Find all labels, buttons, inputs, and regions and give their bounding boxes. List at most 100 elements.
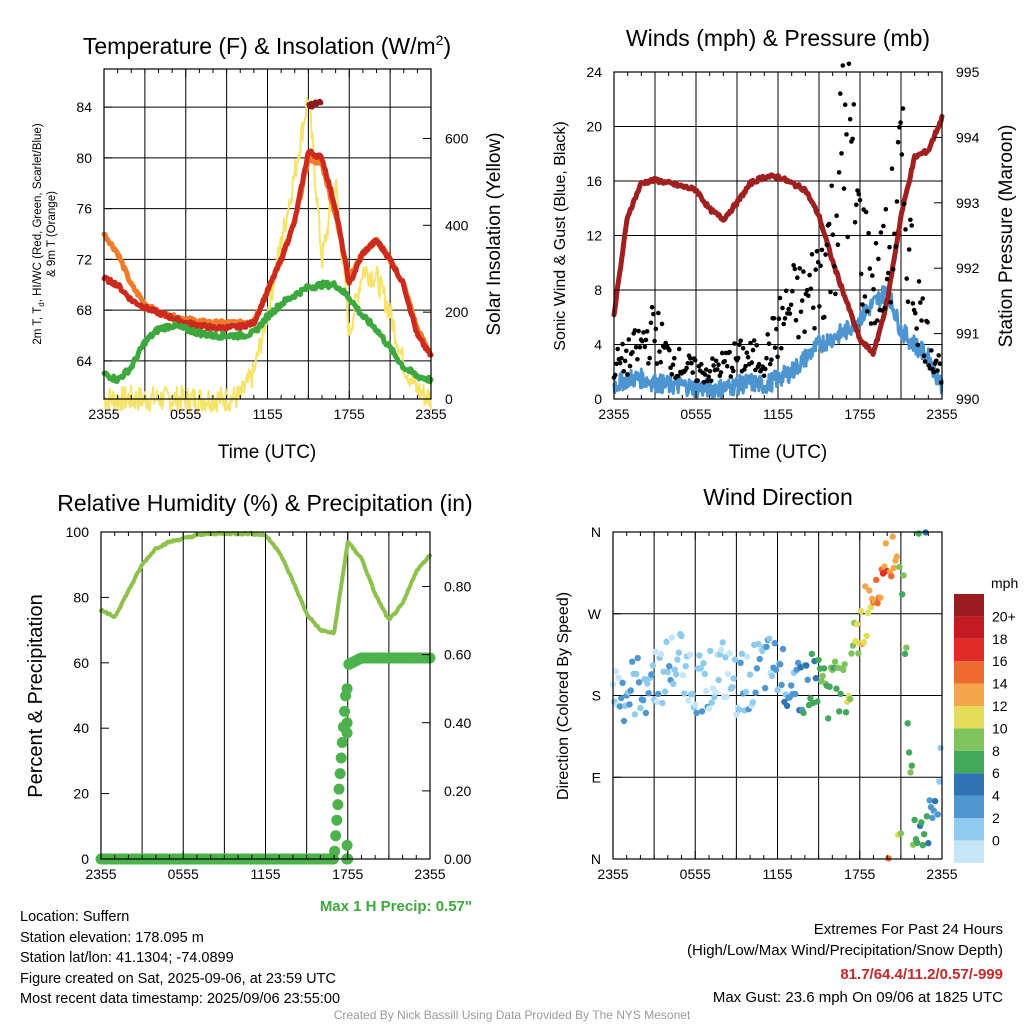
legend-unit: mph [991, 575, 1018, 591]
gust-point [836, 170, 842, 175]
gust-point [847, 116, 853, 122]
gust-point [931, 369, 937, 375]
direction-point [837, 690, 844, 698]
gust-point [925, 320, 930, 325]
direction-point [629, 658, 636, 665]
direction-point [855, 650, 862, 657]
y2-tick-label: 994 [956, 129, 980, 145]
legend-swatch [954, 638, 984, 662]
gust-point [881, 223, 886, 229]
direction-point [807, 695, 814, 702]
legend-label: 16 [992, 653, 1008, 669]
x-tick-label: 1155 [252, 406, 282, 422]
temperature-y2label: Solar Insolation (Yellow) [484, 132, 505, 335]
humidity-title: Relative Humidity (%) & Precipitation (i… [57, 490, 472, 516]
humidity-axes: 2355 0555 1155 1755 23550204060801000.000.20… [66, 524, 472, 882]
gust-point [676, 346, 682, 352]
gust-point [888, 300, 893, 305]
gust-point [793, 318, 799, 323]
gust-point [705, 378, 710, 384]
direction-point [904, 720, 911, 727]
gust-point [637, 345, 643, 350]
direction-point [848, 650, 855, 657]
gust-point [935, 368, 940, 373]
direction-point [612, 668, 619, 675]
gust-point [878, 230, 884, 235]
gust-point [771, 316, 777, 321]
winds-series [611, 61, 945, 399]
direction-point [715, 676, 722, 684]
direction-point [675, 649, 682, 656]
direction-point [679, 672, 687, 679]
gust-point [735, 355, 741, 361]
gust-point [659, 321, 665, 327]
legend-swatch [954, 795, 984, 818]
direction-point [631, 711, 639, 718]
precip-point [334, 768, 346, 780]
gust-point [669, 372, 675, 377]
gust-point [922, 359, 928, 364]
y-tick-label: N [591, 524, 601, 540]
direction-point [800, 709, 807, 716]
gust-point [633, 344, 639, 350]
direction-point [866, 587, 873, 594]
y-tick-label: 68 [76, 302, 92, 318]
gust-point [617, 360, 623, 366]
humidity-grid [141, 532, 390, 859]
gust-point [719, 350, 725, 356]
direction-point [779, 645, 787, 653]
direction-point [934, 811, 942, 818]
direction-point [753, 665, 761, 672]
gust-point [710, 356, 715, 361]
direction-point [640, 697, 647, 704]
gust-point [892, 231, 897, 237]
gust-point [918, 300, 923, 305]
direction-point [742, 688, 750, 696]
direction-point [649, 662, 656, 669]
gust-point [857, 197, 863, 203]
direction-point [762, 684, 769, 692]
gust-point [703, 367, 709, 372]
direction-point [897, 830, 905, 837]
heat-index-line [306, 98, 324, 110]
gust-point [653, 326, 659, 332]
direction-point [697, 665, 704, 672]
gust-point [866, 230, 871, 236]
direction-point [874, 600, 881, 607]
gust-point [865, 309, 870, 314]
temperature-axes: 2355 0555 1155 1755 2355 64 68 72 76 80 84 0 200 400 6… [76, 69, 469, 422]
direction-point [616, 703, 624, 710]
precip-point [341, 839, 353, 851]
y-tick-label: E [592, 769, 601, 785]
gust-point [817, 304, 822, 309]
gust-point [823, 252, 828, 257]
direction-point [730, 675, 737, 682]
direction-point [648, 671, 655, 678]
gust-point [765, 332, 770, 337]
precip-point [330, 830, 342, 842]
gust-point [824, 242, 830, 248]
gust-point [887, 244, 892, 250]
direction-point [619, 679, 626, 686]
direction-point [788, 682, 795, 689]
legend-swatch [954, 661, 984, 684]
direction-point [729, 683, 736, 691]
legend-label: 14 [992, 676, 1008, 692]
direction-point [931, 797, 939, 805]
y2-tick-label: 0.00 [444, 851, 471, 867]
precip-point [341, 683, 353, 695]
legend-label: 10 [992, 720, 1008, 736]
direction-point [663, 638, 670, 645]
gust-point [831, 264, 837, 269]
gust-points [611, 61, 944, 385]
gust-point [818, 263, 823, 269]
y2-tick-label: 992 [956, 260, 980, 276]
direction-point [783, 702, 791, 709]
gust-point [643, 337, 649, 343]
direction-point [882, 540, 889, 547]
direction-point [685, 697, 692, 704]
y2-tick-label: 0 [445, 391, 453, 407]
direction-point [841, 661, 848, 668]
gust-point [788, 302, 794, 308]
gust-point [615, 346, 620, 352]
